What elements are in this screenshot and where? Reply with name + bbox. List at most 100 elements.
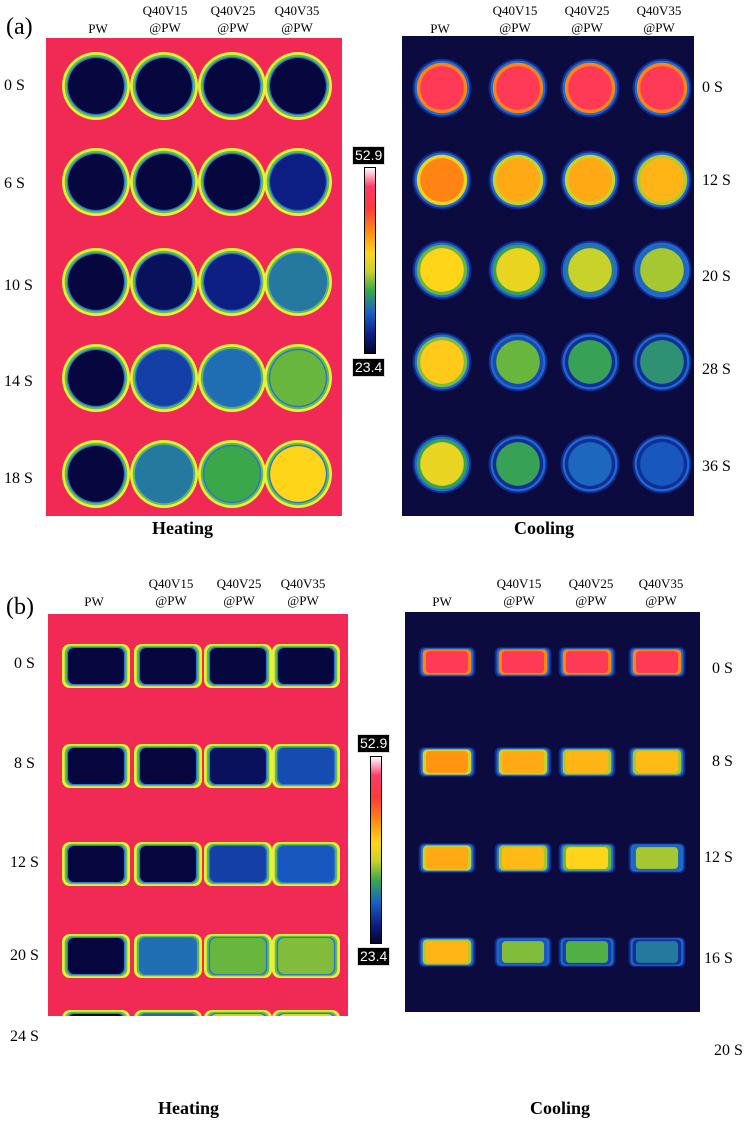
sample-spot [488,240,548,300]
time-label: 0 S [702,79,723,96]
colorbar-b [370,756,382,944]
col-label-q40v25: Q40V25 @PW [564,3,610,35]
time-label: 0 S [14,655,35,672]
sample-spot [198,440,266,508]
sample-spot [204,744,272,788]
sample-spot [558,937,616,967]
sample-spot [134,1010,202,1016]
sample-spot [272,744,340,788]
sample-spot [198,52,266,120]
sample-spot [632,58,692,118]
caption-cooling: Cooling [514,518,575,538]
sample-spot [62,52,130,120]
sample-spot [558,843,616,873]
sample-spot [198,148,266,216]
sample-spot [62,744,130,788]
thermal-image-heating-a [46,38,342,516]
thermal-image-cooling-b [405,612,700,1012]
sample-spot [418,747,476,777]
time-label: 14 S [4,373,33,390]
sample-spot [134,934,202,978]
col-label-q40v35: Q40V35 @PW [280,576,326,608]
sample-spot [418,937,476,967]
time-label: 20 S [702,268,731,285]
sample-spot [130,440,198,508]
col-label-pw: PW [430,21,450,36]
time-label: 6 S [4,175,25,192]
time-label: 12 S [702,172,731,189]
sample-spot [412,240,472,300]
sample-spot [560,332,620,392]
time-label: 10 S [4,277,33,294]
col-label-q40v15: Q40V15 @PW [492,3,538,35]
sample-spot [628,647,686,677]
panel-b-letter: (b) [6,594,34,620]
sample-spot [62,344,130,412]
time-label: 20 S [10,947,39,964]
sample-spot [204,934,272,978]
time-label: 12 S [10,854,39,871]
sample-spot [628,937,686,967]
sample-spot [558,647,616,677]
col-label-q40v25: Q40V25 @PW [210,3,256,35]
colorbar-min-label: 23.4 [352,358,386,377]
sample-spot [62,148,130,216]
sample-spot [632,150,692,210]
sample-spot [560,150,620,210]
colorbar-min-label: 23.4 [357,947,391,966]
sample-spot [264,148,332,216]
sample-spot [62,1010,130,1016]
colorbar-max-label: 52.9 [357,734,391,753]
sample-spot [272,1010,340,1016]
sample-spot [488,58,548,118]
sample-spot [632,434,692,494]
sample-spot [272,644,340,688]
sample-spot [412,150,472,210]
panel-a-letter: (a) [6,14,33,40]
colorbar-a [364,167,376,354]
col-label-q40v35: Q40V35 @PW [274,3,320,35]
sample-spot [130,248,198,316]
time-label: 18 S [4,470,33,487]
sample-spot [62,248,130,316]
sample-spot [494,937,552,967]
sample-spot [560,240,620,300]
caption-heating: Heating [152,518,213,538]
sample-spot [130,344,198,412]
col-label-q40v15: Q40V15 @PW [496,576,542,608]
sample-spot [494,647,552,677]
col-label-q40v15: Q40V15 @PW [142,3,188,35]
col-label-pw: PW [432,594,452,609]
colorbar-max-label: 52.9 [352,146,386,165]
sample-spot [264,52,332,120]
sample-spot [62,934,130,978]
time-label: 12 S [704,849,733,866]
thermal-image-cooling-a [402,36,694,516]
time-label: 8 S [14,755,35,772]
sample-spot [130,148,198,216]
sample-spot [264,344,332,412]
sample-spot [558,747,616,777]
sample-spot [130,52,198,120]
sample-spot [134,842,202,886]
time-label: 24 S [10,1028,39,1045]
sample-spot [204,644,272,688]
sample-spot [488,332,548,392]
sample-spot [264,248,332,316]
sample-spot [418,647,476,677]
sample-spot [272,934,340,978]
col-label-q40v35: Q40V35 @PW [636,3,682,35]
sample-spot [412,58,472,118]
sample-spot [62,440,130,508]
sample-spot [488,150,548,210]
sample-spot [198,344,266,412]
col-label-pw: PW [84,594,104,609]
sample-spot [272,842,340,886]
sample-spot [494,843,552,873]
sample-spot [560,434,620,494]
sample-spot [412,434,472,494]
sample-spot [264,440,332,508]
sample-spot [62,842,130,886]
col-label-q40v15: Q40V15 @PW [148,576,194,608]
sample-spot [494,747,552,777]
